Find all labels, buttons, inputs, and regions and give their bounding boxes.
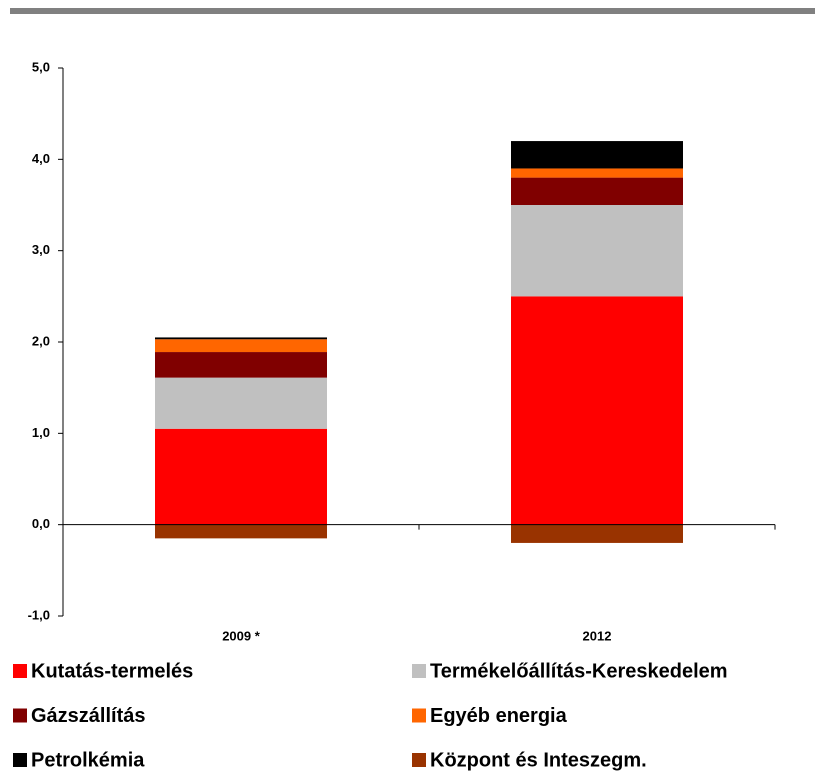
legend-swatch — [412, 664, 426, 678]
y-tick-label: -1,0 — [28, 607, 50, 622]
top-rule — [10, 8, 815, 14]
bar-segment — [511, 141, 683, 169]
legend-label: Kutatás-termelés — [31, 660, 193, 682]
y-tick-label: 4,0 — [32, 151, 50, 166]
legend-swatch — [412, 753, 426, 767]
y-tick-label: 3,0 — [32, 242, 50, 257]
y-tick-label: 2,0 — [32, 333, 50, 348]
bar-segment — [155, 524, 327, 539]
x-tick-label: 2009 * — [222, 628, 261, 643]
legend-swatch — [13, 753, 27, 767]
bar-segment — [511, 205, 683, 297]
legend-label: Központ és Inteszegm. — [430, 749, 647, 771]
bar-segment — [511, 296, 683, 525]
bar-segment — [155, 428, 327, 525]
bar-segment — [511, 177, 683, 205]
y-tick-label: 5,0 — [32, 59, 50, 74]
bar-segment — [155, 337, 327, 340]
y-tick-label: 0,0 — [32, 516, 50, 531]
bar-segment — [155, 377, 327, 429]
bar-segment — [511, 524, 683, 543]
legend-swatch — [412, 708, 426, 723]
y-tick-label: 1,0 — [32, 425, 50, 440]
legend-swatch — [13, 708, 27, 723]
legend-swatch — [13, 664, 27, 678]
bar-segment — [155, 339, 327, 353]
legend-label: Gázszállítás — [31, 705, 146, 727]
bar-segment — [511, 168, 683, 178]
bar-segment — [155, 352, 327, 378]
legend-label: Egyéb energia — [430, 705, 568, 727]
x-tick-label: 2012 — [583, 628, 612, 643]
legend-label: Petrolkémia — [31, 749, 145, 771]
legend-label: Termékelőállítás-Kereskedelem — [430, 660, 728, 682]
